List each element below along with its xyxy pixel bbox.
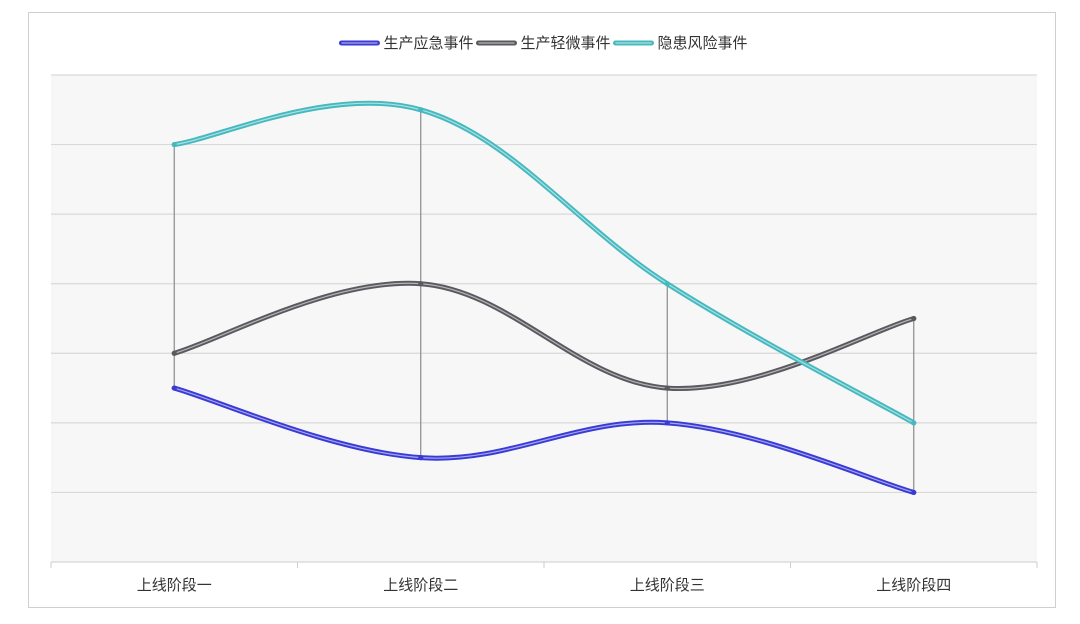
data-point [171, 385, 177, 391]
legend-label: 生产轻微事件 [520, 34, 610, 52]
gridlines [51, 74, 1037, 494]
data-point [664, 385, 670, 391]
legend-label: 隐患风险事件 [658, 34, 748, 52]
x-axis: 上线阶段一 上线阶段二 上线阶段三 上线阶段四 [50, 561, 1038, 594]
chart-frame: 上线阶段一 上线阶段二 上线阶段三 上线阶段四 生产应急事件 生产轻微事件 隐患风险事件 [28, 12, 1056, 608]
series-1 [171, 385, 917, 496]
series-lines [171, 100, 917, 496]
x-tick-label: 上线阶段三 [630, 576, 705, 594]
data-point [911, 489, 917, 496]
line-chart: 上线阶段一 上线阶段二 上线阶段三 上线阶段四 生产应急事件 生产轻微事件 隐患风险事件 [50, 34, 1038, 594]
legend: 生产应急事件 生产轻微事件 隐患风险事件 [338, 34, 748, 52]
data-point [418, 455, 424, 461]
x-tick-label: 上线阶段二 [383, 576, 458, 594]
legend-label: 生产应急事件 [383, 34, 473, 52]
x-tick-label: 上线阶段四 [876, 576, 951, 594]
data-point [418, 281, 424, 287]
series-line-highlight [173, 102, 915, 424]
plot-area-background [51, 75, 1037, 562]
data-point [171, 350, 177, 356]
data-point [171, 141, 177, 148]
series-line-highlight [173, 387, 915, 494]
data-point [418, 107, 424, 113]
data-point [664, 420, 670, 426]
data-point [664, 281, 670, 287]
data-point [911, 315, 917, 322]
series-3 [171, 100, 917, 426]
x-tick-label: 上线阶段一 [137, 576, 212, 594]
data-point [911, 420, 917, 426]
